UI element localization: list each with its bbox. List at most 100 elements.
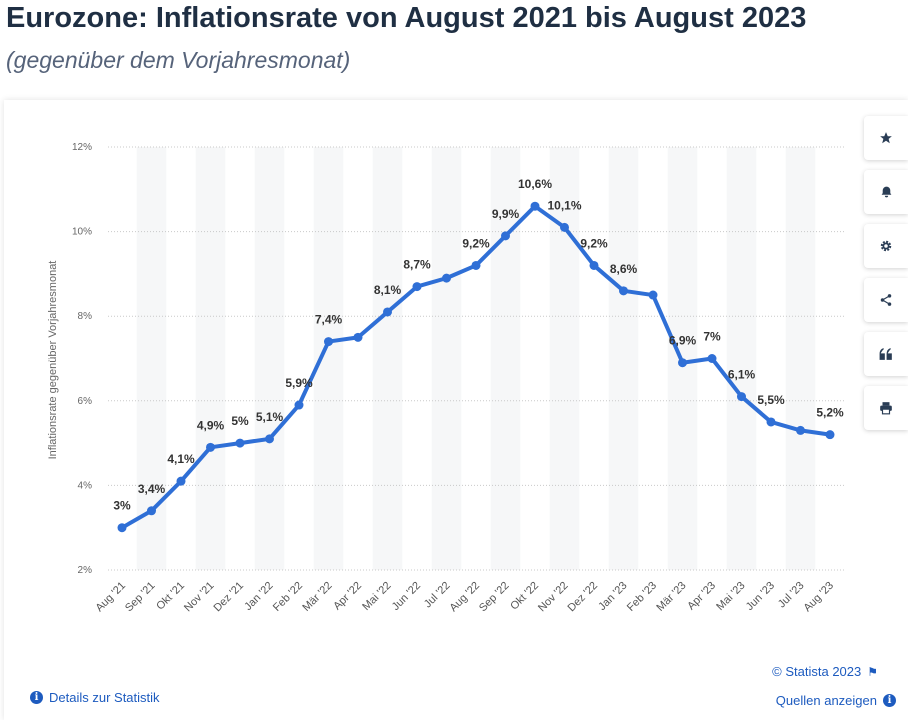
data-point xyxy=(796,425,805,435)
grid-band xyxy=(372,147,403,570)
data-point xyxy=(235,438,245,448)
data-point xyxy=(766,417,776,427)
star-icon xyxy=(880,132,892,144)
x-tick-label: Jun '23 xyxy=(744,580,777,613)
x-tick-label: Mai '22 xyxy=(360,580,393,613)
x-tick-label: Nov '21 xyxy=(182,580,217,615)
y-tick-label: 6% xyxy=(78,396,93,407)
cite-button[interactable] xyxy=(864,332,908,376)
x-tick-label: Apr '22 xyxy=(331,580,364,613)
share-icon xyxy=(880,294,892,306)
settings-button[interactable] xyxy=(864,224,908,268)
x-tick-label: Okt '21 xyxy=(154,580,187,613)
x-tick-label: Aug '22 xyxy=(447,580,482,615)
page-subtitle: (gegenüber dem Vorjahresmonat) xyxy=(6,47,351,73)
gear-icon xyxy=(880,240,892,252)
quote-icon xyxy=(879,348,892,360)
notification-button[interactable] xyxy=(864,170,908,214)
sources-link[interactable]: Quellen anzeigen i xyxy=(776,693,896,708)
grid-band xyxy=(608,147,639,570)
grid-band xyxy=(726,147,757,570)
copyright-link[interactable]: © Statista 2023 ⚑ xyxy=(772,664,878,679)
y-tick-label: 2% xyxy=(78,565,93,576)
bell-icon xyxy=(881,186,891,198)
data-point xyxy=(707,354,717,363)
grid-band xyxy=(490,147,521,570)
grid-band xyxy=(549,147,580,570)
x-tick-label: Mai '23 xyxy=(714,580,747,613)
y-tick-label: 4% xyxy=(78,480,93,491)
x-tick-label: Mär '22 xyxy=(300,580,334,614)
data-point xyxy=(117,523,127,533)
page-title: Eurozone: Inflationsrate von August 2021… xyxy=(6,2,807,34)
details-label: Details zur Statistik xyxy=(49,690,160,705)
data-label: 3% xyxy=(113,499,131,513)
data-point xyxy=(589,260,599,270)
data-label: 4,9% xyxy=(197,418,225,432)
data-point xyxy=(147,506,156,516)
data-label: 5,5% xyxy=(757,393,785,407)
data-label: 6,9% xyxy=(669,334,697,348)
data-label: 4,1% xyxy=(167,452,195,466)
print-button[interactable] xyxy=(864,386,908,430)
x-tick-label: Sep '21 xyxy=(123,580,158,615)
y-tick-label: 10% xyxy=(72,227,92,238)
data-point xyxy=(501,231,510,241)
y-tick-label: 12% xyxy=(72,142,92,153)
grid-band xyxy=(431,147,462,570)
data-point xyxy=(353,332,363,342)
data-point xyxy=(412,282,422,292)
data-point xyxy=(648,290,658,300)
x-tick-label: Sep '22 xyxy=(477,580,512,615)
data-label: 8,7% xyxy=(403,258,431,272)
flag-icon: ⚑ xyxy=(867,664,878,679)
data-point xyxy=(825,430,835,440)
x-tick-label: Dez '22 xyxy=(566,580,601,615)
data-label: 9,2% xyxy=(580,236,608,250)
data-label: 9,2% xyxy=(462,236,490,250)
series-line xyxy=(120,204,832,530)
share-button[interactable] xyxy=(864,278,908,322)
data-label: 10,1% xyxy=(547,198,581,212)
data-label: 5,9% xyxy=(285,376,313,390)
x-tick-label: Jan '22 xyxy=(242,580,275,613)
data-label: 7,4% xyxy=(315,313,343,327)
data-label: 10,6% xyxy=(518,177,552,191)
data-label: 5% xyxy=(231,414,249,428)
data-label: 5,2% xyxy=(816,406,844,420)
x-tick-label: Dez '21 xyxy=(212,580,247,615)
data-point xyxy=(383,307,392,317)
data-label: 7% xyxy=(703,330,721,344)
x-tick-label: Aug '21 xyxy=(93,580,128,615)
x-tick-label: Jan '23 xyxy=(596,580,629,613)
data-label: 5,1% xyxy=(256,410,284,424)
y-axis-label: Inflationsrate gegenüber Vorjahresmonat xyxy=(47,260,59,460)
grid-band xyxy=(785,147,816,570)
data-point xyxy=(265,434,274,444)
data-label: 8,6% xyxy=(610,262,638,276)
grid-band xyxy=(195,147,226,570)
data-label: 8,1% xyxy=(374,283,402,297)
data-label: 9,9% xyxy=(492,207,520,221)
x-tick-label: Aug '23 xyxy=(801,580,836,615)
data-point xyxy=(619,286,628,296)
x-tick-label: Jun '22 xyxy=(390,580,423,613)
x-tick-label: Feb '22 xyxy=(271,580,305,614)
grid-band xyxy=(254,147,285,570)
y-tick-label: 8% xyxy=(78,311,93,322)
data-point xyxy=(294,400,304,410)
details-link[interactable]: i Details zur Statistik xyxy=(30,690,160,705)
x-tick-label: Mär '23 xyxy=(654,580,688,614)
data-point xyxy=(471,260,481,270)
x-tick-label: Okt '22 xyxy=(508,580,541,613)
data-label: 3,4% xyxy=(138,482,166,496)
data-point xyxy=(678,358,687,368)
data-point xyxy=(176,476,186,486)
favorite-button[interactable] xyxy=(864,116,908,160)
data-point xyxy=(442,273,451,283)
data-point xyxy=(206,442,215,452)
data-point xyxy=(560,222,569,232)
x-tick-label: Feb '23 xyxy=(625,580,659,614)
data-point xyxy=(737,392,746,402)
